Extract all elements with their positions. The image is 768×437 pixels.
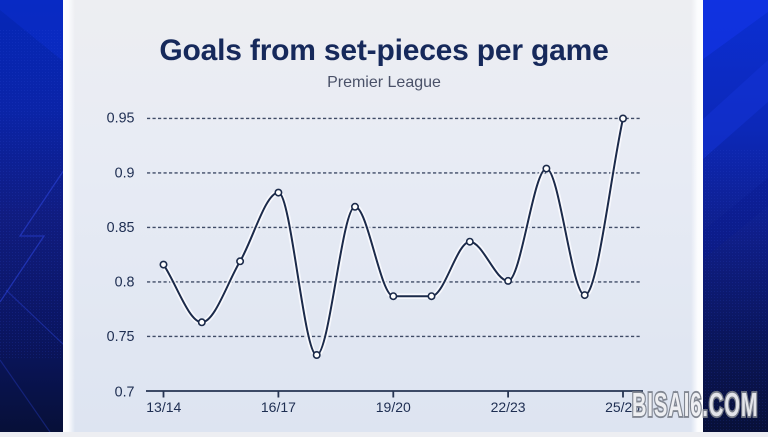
- svg-text:BISAI6.COM: BISAI6.COM: [632, 386, 759, 423]
- svg-text:22/23: 22/23: [491, 399, 526, 415]
- svg-text:25/26: 25/26: [605, 399, 640, 415]
- svg-text:0.9: 0.9: [115, 165, 135, 181]
- svg-text:0.8: 0.8: [115, 274, 135, 290]
- svg-text:0.85: 0.85: [107, 220, 135, 236]
- svg-text:19/20: 19/20: [376, 399, 411, 415]
- svg-text:0.95: 0.95: [107, 111, 135, 127]
- svg-text:16/17: 16/17: [261, 399, 296, 415]
- svg-text:13/14: 13/14: [146, 399, 181, 415]
- svg-text:0.7: 0.7: [115, 384, 135, 400]
- svg-text:0.75: 0.75: [107, 329, 135, 345]
